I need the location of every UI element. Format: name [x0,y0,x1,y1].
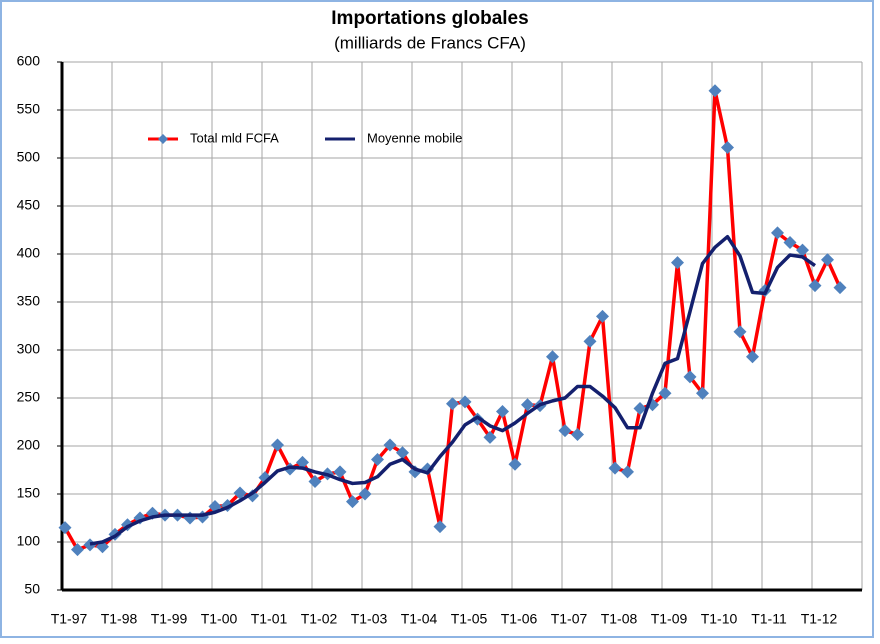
x-tick-label: T1-04 [401,611,438,627]
point-marker [196,510,209,524]
point-marker [346,495,359,509]
point-marker [833,281,847,295]
point-marker [396,446,409,460]
point-marker [296,455,309,469]
point-marker [521,398,534,412]
point-marker [721,140,734,154]
point-marker [333,465,347,479]
x-tick-label: T1-00 [201,611,238,627]
legend-label: Moyenne mobile [367,130,462,145]
x-tick-label: T1-99 [151,611,188,627]
point-marker [783,235,797,249]
x-tick-label: T1-98 [101,611,138,627]
point-marker [546,350,559,364]
x-tick-label: T1-11 [751,611,787,627]
point-marker [596,309,609,323]
series-line [89,234,816,546]
y-tick-label: 150 [17,485,41,501]
point-marker [746,350,759,364]
point-marker [696,386,709,400]
point-marker [246,489,259,503]
x-tick-label: T1-97 [51,611,88,627]
x-tick-label: T1-03 [351,611,388,627]
point-marker [708,84,722,98]
point-marker [496,404,509,418]
y-tick-label: 600 [17,53,41,69]
point-marker [633,402,647,416]
y-tick-label: 300 [17,341,41,357]
x-tick-label: T1-12 [801,611,838,627]
point-marker [733,325,747,339]
y-tick-label: 500 [17,149,41,165]
y-tick-label: 100 [17,533,41,549]
point-marker [433,520,447,534]
point-marker [683,370,697,384]
legend-label: Total mld FCFA [190,130,279,145]
y-tick-label: 550 [17,101,41,117]
point-marker [796,243,809,257]
point-marker [608,461,622,475]
point-marker [308,475,322,489]
point-marker [808,279,822,293]
chart-title: Importations globales [331,8,528,29]
legend-marker [158,134,168,144]
point-marker [621,465,634,479]
point-marker [371,452,384,466]
point-marker [483,430,497,444]
point-marker [446,397,459,411]
x-tick-label: T1-10 [701,611,738,627]
point-marker [458,395,472,409]
point-marker [383,438,397,452]
x-tick-label: T1-05 [451,611,488,627]
point-marker [271,438,284,452]
y-tick-label: 200 [17,437,41,453]
point-marker [771,226,784,240]
point-marker [358,487,372,501]
y-tick-label: 350 [17,293,41,309]
x-tick-label: T1-07 [551,611,588,627]
y-tick-label: 50 [24,581,40,597]
y-tick-label: 250 [17,389,41,405]
point-marker [658,386,672,400]
chart-subtitle: (milliards de Francs CFA) [334,33,526,52]
y-tick-label: 450 [17,197,41,213]
point-marker [583,334,597,348]
x-tick-label: T1-08 [601,611,638,627]
y-tick-label: 400 [17,245,41,261]
point-marker [558,424,572,438]
point-marker [508,457,522,471]
x-tick-label: T1-02 [301,611,338,627]
point-marker [83,538,97,552]
x-tick-label: T1-06 [501,611,538,627]
x-tick-label: T1-01 [251,611,288,627]
point-marker [821,253,834,267]
x-tick-label: T1-09 [651,611,688,627]
point-marker [671,256,684,270]
point-marker [571,427,584,441]
point-marker [233,486,247,500]
point-marker [58,521,72,535]
point-marker [71,543,84,557]
